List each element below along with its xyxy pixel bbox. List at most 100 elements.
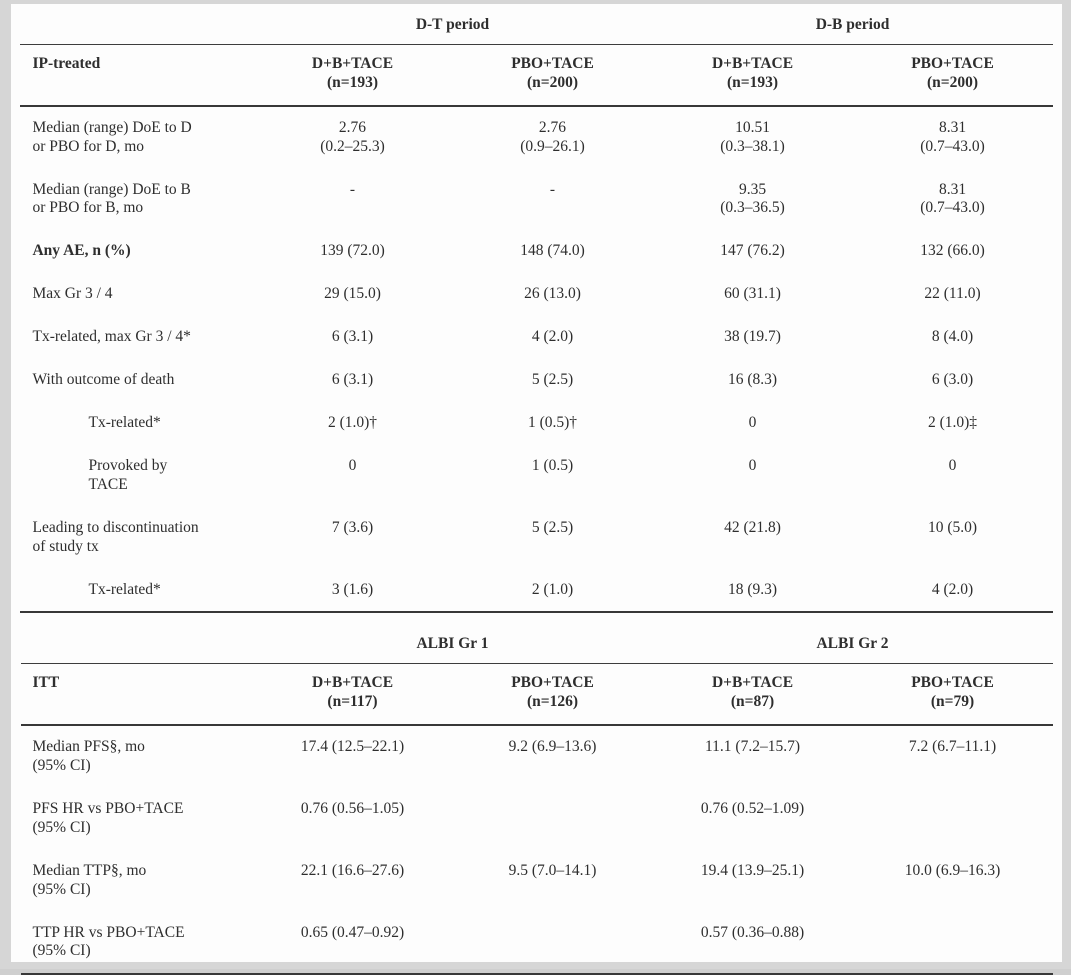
table-cell: 1 (0.5): [531, 456, 574, 474]
row-label: Max Gr 3 / 4: [32, 285, 113, 303]
stub-header: IP-treated: [20, 44, 253, 107]
row-label: Provoked by TACE: [88, 456, 168, 493]
table-row: Leading to discontinuation of study tx 7 …: [20, 507, 1052, 569]
table-row: Tx-related* 2 (1.0)† 1 (0.5)† 0 2 (1.0)‡: [20, 402, 1052, 445]
span-header-dt-period: D-T period: [252, 8, 653, 45]
row-label: Tx-related*: [20, 568, 253, 614]
table-cell: 148 (74.0): [520, 242, 585, 260]
table-cell: 0: [748, 456, 757, 474]
table-cell: 2.76 (0.2–25.3): [320, 118, 385, 155]
column-header: PBO+TACE (n=200): [452, 44, 653, 107]
table-cell: 16 (8.3): [727, 371, 778, 389]
table-cell: 0: [348, 456, 357, 474]
table-row: Median (range) DoE to B or PBO for B, mo…: [20, 169, 1052, 231]
table-cell: 8 (4.0): [931, 328, 974, 346]
table-row: Tx-related* 3 (1.6) 2 (1.0) 18 (9.3) 4 (2.0): [20, 568, 1053, 614]
column-header: PBO+TACE (n=200): [852, 44, 1053, 107]
table-cell: 10.51 (0.3–38.1): [720, 118, 785, 155]
table-cell: -: [349, 180, 356, 198]
spanner-empty-cell: [20, 627, 253, 665]
column-header: D+B+TACE (n=193): [252, 44, 453, 107]
row-label: Median (range) DoE to D or PBO for D, mo: [32, 118, 192, 155]
column-header: PBO+TACE (n=126): [452, 663, 653, 727]
table-cell: 2 (1.0)†: [327, 413, 378, 431]
table-cell: 8.31 (0.7–43.0): [920, 118, 985, 155]
table-row: Median (range) DoE to D or PBO for D, mo…: [20, 106, 1052, 169]
table-cell: 139 (72.0): [320, 242, 385, 260]
row-label: With outcome of death: [32, 371, 175, 389]
table-row: Median PFS§, mo (95% CI) 17.4 (12.5–22.1)…: [21, 725, 1053, 788]
table-cell: 0.65 (0.47–0.92): [252, 911, 453, 975]
table-cell: 3 (1.6): [252, 568, 453, 614]
table-cell: 22 (11.0): [924, 285, 981, 303]
row-label: Median PFS§, mo (95% CI): [32, 738, 145, 775]
table-cell: 29 (15.0): [324, 285, 381, 303]
table-cell: 4 (2.0): [531, 328, 574, 346]
table-cell: 0.76 (0.56–1.05): [300, 799, 405, 817]
table-cell: 9.5 (7.0–14.1): [508, 861, 597, 879]
table-cell: [453, 788, 653, 850]
table-cell: 5 (2.5): [531, 371, 574, 389]
table-cell: 60 (31.1): [724, 285, 781, 303]
efficacy-table: ALBI Gr 1 ALBI Gr 2 ITT D+B+TACE (n=117)…: [20, 627, 1053, 975]
table-cell: 9.35 (0.3–36.5): [720, 180, 785, 217]
table-row: TTP HR vs PBO+TACE (95% CI) 0.65 (0.47–0.…: [20, 911, 1053, 975]
table-cell: 6 (3.1): [331, 328, 374, 346]
span-header-albi-gr1: ALBI Gr 1: [252, 627, 653, 665]
table-cell: 0.57 (0.36–0.88): [652, 911, 853, 975]
table-cell: 11.1 (7.2–15.7): [705, 738, 800, 756]
table-row: Any AE, n (%) 139 (72.0) 148 (74.0) 147 (76…: [20, 230, 1052, 273]
safety-table: D-T period D-B period IP-treated D+B+TAC…: [20, 8, 1053, 614]
row-label: TTP HR vs PBO+TACE (95% CI): [20, 911, 253, 975]
stub-header: ITT: [20, 663, 253, 727]
table-row: With outcome of death 6 (3.1) 5 (2.5) 16 (8…: [20, 359, 1052, 402]
column-header: D+B+TACE (n=87): [652, 663, 853, 727]
table-cell: 10 (5.0): [927, 518, 978, 536]
table-cell: 6 (3.1): [331, 371, 374, 389]
span-header-db-period: D-B period: [652, 8, 1053, 45]
table-cell: 1 (0.5)†: [527, 413, 578, 431]
table-cell: 17.4 (12.5–22.1): [300, 738, 405, 756]
column-header-row: ITT D+B+TACE (n=117) PBO+TACE (n=126) D+…: [20, 663, 1053, 727]
table-cell: 18 (9.3): [652, 568, 853, 614]
table-cell: 10.0 (6.9–16.3): [904, 861, 1001, 879]
column-header: D+B+TACE (n=117): [252, 663, 453, 727]
row-label: Tx-related, max Gr 3 / 4*: [32, 328, 191, 346]
table-cell: [853, 788, 1053, 850]
table-cell: 0: [948, 456, 957, 474]
table-cell: [852, 911, 1053, 975]
row-label: Tx-related*: [88, 413, 161, 431]
table-cell: 7 (3.6): [331, 518, 374, 536]
row-label: Median TTP§, mo (95% CI): [32, 861, 147, 898]
table-cell: 4 (2.0): [852, 568, 1053, 614]
table-cell: 132 (66.0): [920, 242, 985, 260]
spanner-empty-cell: [20, 8, 253, 45]
table-cell: 6 (3.0): [931, 371, 974, 389]
table-row: Median TTP§, mo (95% CI) 22.1 (16.6–27.6)…: [21, 850, 1053, 912]
table-cell: 2 (1.0): [452, 568, 653, 614]
row-label: Any AE, n (%): [32, 242, 131, 260]
table-cell: 9.2 (6.9–13.6): [508, 738, 597, 756]
span-header-albi-gr2: ALBI Gr 2: [652, 627, 1053, 665]
albi-spanner-row: ALBI Gr 1 ALBI Gr 2: [20, 627, 1053, 665]
table-cell: 7.2 (6.7–11.1): [908, 738, 997, 756]
table-cell: 147 (76.2): [720, 242, 785, 260]
row-label: PFS HR vs PBO+TACE (95% CI): [32, 799, 184, 836]
table-cell: 0: [748, 413, 757, 431]
table-row: PFS HR vs PBO+TACE (95% CI) 0.76 (0.56–1.…: [21, 788, 1053, 850]
table-cell: 0.76 (0.52–1.09): [700, 799, 805, 817]
table-cell: 2.76 (0.9–26.1): [520, 118, 585, 155]
table-cell: 8.31 (0.7–43.0): [920, 180, 985, 217]
table-row: Max Gr 3 / 4 29 (15.0) 26 (13.0) 60 (31.1) 2…: [20, 273, 1052, 316]
row-label: Median (range) DoE to B or PBO for B, mo: [32, 180, 191, 217]
table-cell: 2 (1.0)‡: [927, 413, 978, 431]
column-header: PBO+TACE (n=79): [852, 663, 1053, 727]
table-cell: [452, 911, 653, 975]
period-spanner-row: D-T period D-B period: [20, 8, 1053, 45]
column-header: D+B+TACE (n=193): [652, 44, 853, 107]
table-cell: -: [549, 180, 556, 198]
table-cell: 26 (13.0): [524, 285, 581, 303]
table-cell: 22.1 (16.6–27.6): [300, 861, 405, 879]
column-header-row: IP-treated D+B+TACE (n=193) PBO+TACE (n=…: [20, 44, 1053, 107]
